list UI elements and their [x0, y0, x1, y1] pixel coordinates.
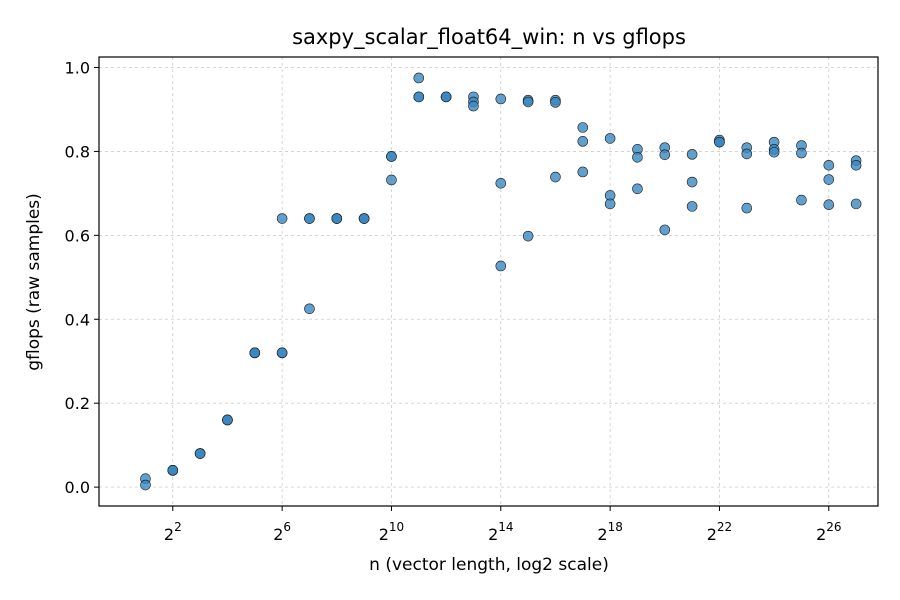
data-point	[222, 414, 233, 426]
plot-frame	[98, 56, 879, 507]
data-point	[796, 147, 807, 159]
data-point	[741, 148, 753, 160]
data-point	[304, 303, 315, 315]
data-point	[632, 183, 643, 195]
data-point	[550, 97, 561, 108]
data-point	[495, 93, 507, 105]
x-tick-exponent: 22	[717, 520, 732, 534]
y-tick-label: 0.2	[65, 394, 90, 413]
data-point	[495, 178, 507, 189]
data-point	[331, 213, 343, 224]
x-tick-label: 218	[597, 520, 622, 544]
data-point	[358, 213, 370, 224]
data-point	[686, 149, 698, 160]
y-axis-label: gflops (raw samples)	[24, 193, 44, 371]
x-tick-label: 226	[816, 520, 841, 544]
y-tick-label: 1.0	[65, 58, 90, 77]
data-point	[714, 136, 725, 148]
data-points	[140, 72, 862, 491]
x-axis-ticks: 22 26 210 214 218 222 226	[164, 506, 842, 544]
chart-title: saxpy_scalar_float64_win: n vs gflops	[292, 25, 686, 50]
data-point	[440, 91, 452, 103]
x-tick-exponent: 6	[283, 520, 291, 534]
y-tick-label: 0.4	[65, 310, 90, 329]
x-tick-base: 2	[707, 525, 717, 544]
data-point	[741, 202, 753, 214]
x-tick-label: 210	[379, 520, 404, 544]
data-point	[276, 213, 288, 224]
x-tick-exponent: 18	[608, 520, 623, 534]
data-point	[686, 176, 698, 188]
x-tick-exponent: 14	[498, 520, 513, 534]
x-tick-base: 2	[164, 525, 174, 544]
x-tick-label: 222	[707, 520, 732, 544]
data-point	[577, 166, 589, 178]
data-point	[522, 230, 534, 242]
data-point	[823, 159, 835, 171]
data-point	[686, 201, 698, 212]
data-point	[604, 198, 616, 210]
data-point	[413, 72, 425, 84]
data-point	[796, 194, 807, 206]
data-point	[850, 198, 862, 210]
x-tick-exponent: 10	[389, 520, 404, 534]
data-point	[304, 213, 315, 224]
data-point	[659, 224, 671, 236]
data-point	[386, 174, 397, 186]
x-tick-base: 2	[379, 525, 389, 544]
x-tick-exponent: 26	[826, 520, 841, 534]
y-tick-label: 0.0	[65, 478, 90, 497]
x-tick-base: 2	[597, 525, 607, 544]
data-point	[140, 479, 151, 491]
data-point	[468, 100, 479, 112]
data-point	[823, 174, 835, 185]
y-tick-label: 0.8	[65, 142, 90, 161]
x-tick-base: 2	[488, 525, 498, 544]
data-point	[194, 448, 206, 459]
data-point	[167, 465, 179, 476]
y-tick-label: 0.6	[65, 226, 90, 245]
data-point	[276, 347, 288, 359]
x-tick-base: 2	[816, 525, 826, 544]
x-axis-label: n (vector length, log2 scale)	[369, 555, 609, 575]
data-point	[659, 149, 671, 161]
data-point	[577, 122, 589, 133]
y-axis-ticks: 0.0 0.2 0.4 0.6 0.8 1.0	[65, 58, 99, 497]
x-tick-label: 22	[164, 520, 182, 544]
x-tick-label: 26	[273, 520, 291, 544]
data-point	[249, 347, 261, 359]
data-point	[495, 260, 507, 272]
data-point	[604, 133, 616, 144]
data-point	[550, 171, 561, 183]
data-point	[522, 96, 534, 108]
data-point	[386, 151, 397, 162]
data-point	[850, 159, 862, 171]
x-tick-exponent: 2	[174, 520, 182, 534]
data-point	[768, 146, 780, 158]
data-point	[632, 151, 643, 163]
data-point	[413, 91, 425, 103]
data-point	[823, 199, 835, 211]
x-tick-label: 214	[488, 520, 513, 544]
x-tick-base: 2	[273, 525, 283, 544]
data-point	[577, 136, 589, 147]
